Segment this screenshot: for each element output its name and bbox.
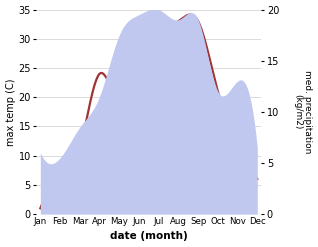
- Y-axis label: max temp (C): max temp (C): [5, 78, 16, 145]
- X-axis label: date (month): date (month): [110, 231, 188, 242]
- Y-axis label: med. precipitation
(kg/m2): med. precipitation (kg/m2): [293, 70, 313, 154]
